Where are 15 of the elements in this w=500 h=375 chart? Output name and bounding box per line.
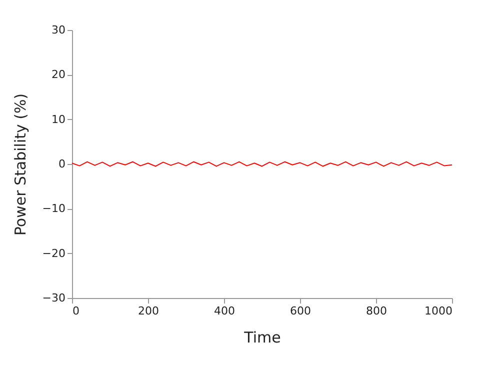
y-axis-title: Power Stability (%) [11, 93, 30, 236]
x-tick-label: 800 [366, 304, 387, 318]
y-tick-label: −30 [42, 292, 66, 304]
y-tick-label: 20 [52, 68, 66, 82]
y-tick-label: 10 [52, 112, 66, 126]
x-axis-title: Time [243, 328, 281, 346]
x-tick-label: 0 [72, 304, 80, 318]
x-tick-label: 1000 [424, 304, 452, 318]
y-tick-label: 30 [52, 24, 66, 36]
y-tick-label: −20 [42, 246, 66, 260]
y-tick-label: 0 [58, 158, 66, 170]
y-tick-label: −10 [42, 202, 66, 216]
x-tick-label: 200 [138, 304, 159, 318]
x-tick-label: 600 [290, 304, 311, 318]
x-tick-label: 400 [214, 304, 235, 318]
